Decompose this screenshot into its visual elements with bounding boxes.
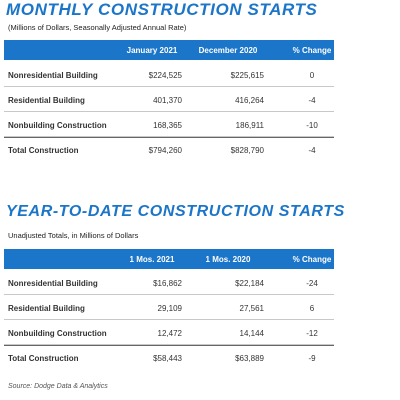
header-bar (4, 40, 334, 60)
section-subtitle: (Millions of Dollars, Seasonally Adjuste… (8, 23, 187, 32)
total-cell: $58,443 (153, 354, 182, 363)
row-label: Nonbuilding Construction (8, 329, 107, 338)
total-cell: -9 (308, 354, 316, 363)
table-cell: 0 (309, 71, 315, 80)
column-header: % Change (292, 255, 332, 264)
table-cell: 186,911 (235, 121, 264, 130)
table-cell: -12 (306, 329, 318, 338)
row-label: Nonresidential Building (8, 71, 98, 80)
row-divider (4, 86, 334, 87)
source-note: Source: Dodge Data & Analytics (8, 383, 108, 390)
section-title: MONTHLY CONSTRUCTION STARTS (6, 0, 318, 19)
total-label: Total Construction (8, 146, 79, 155)
table-cell: 416,264 (235, 96, 264, 105)
row-label: Residential Building (8, 96, 85, 105)
table-cell: $225,615 (230, 71, 264, 80)
total-cell: $794,260 (148, 146, 182, 155)
table-cell: 168,365 (153, 121, 182, 130)
total-cell: -4 (308, 146, 316, 155)
section-title: YEAR-TO-DATE CONSTRUCTION STARTS (6, 203, 345, 220)
table-cell: -4 (308, 96, 316, 105)
total-cell: $63,889 (235, 354, 264, 363)
column-header: January 2021 (126, 46, 178, 55)
total-divider (4, 137, 334, 138)
row-divider (4, 319, 334, 320)
row-divider (4, 294, 334, 295)
total-cell: $828,790 (230, 146, 264, 155)
row-label: Nonresidential Building (8, 279, 98, 288)
row-divider (4, 344, 334, 345)
row-divider (4, 111, 334, 112)
column-header: 1 Mos. 2020 (205, 255, 251, 264)
table-cell: -24 (306, 279, 318, 288)
total-divider (4, 345, 334, 346)
header-bar (4, 249, 334, 269)
column-header: 1 Mos. 2021 (129, 255, 175, 264)
table-cell: 29,109 (157, 304, 182, 313)
total-label: Total Construction (8, 354, 79, 363)
table-cell: 27,561 (239, 304, 264, 313)
table-cell: 6 (309, 304, 315, 313)
table-cell: 12,472 (157, 329, 182, 338)
row-label: Residential Building (8, 304, 85, 313)
table-cell: $16,862 (153, 279, 182, 288)
section-subtitle: Unadjusted Totals, in Millions of Dollar… (8, 231, 139, 240)
column-header: % Change (292, 46, 332, 55)
table-cell: $224,525 (148, 71, 182, 80)
table-cell: $22,184 (235, 279, 264, 288)
table-cell: -10 (306, 121, 318, 130)
row-label: Nonbuilding Construction (8, 121, 107, 130)
row-divider (4, 136, 334, 137)
table-cell: 14,144 (239, 329, 264, 338)
table-cell: 401,370 (153, 96, 182, 105)
column-header: December 2020 (198, 46, 258, 55)
